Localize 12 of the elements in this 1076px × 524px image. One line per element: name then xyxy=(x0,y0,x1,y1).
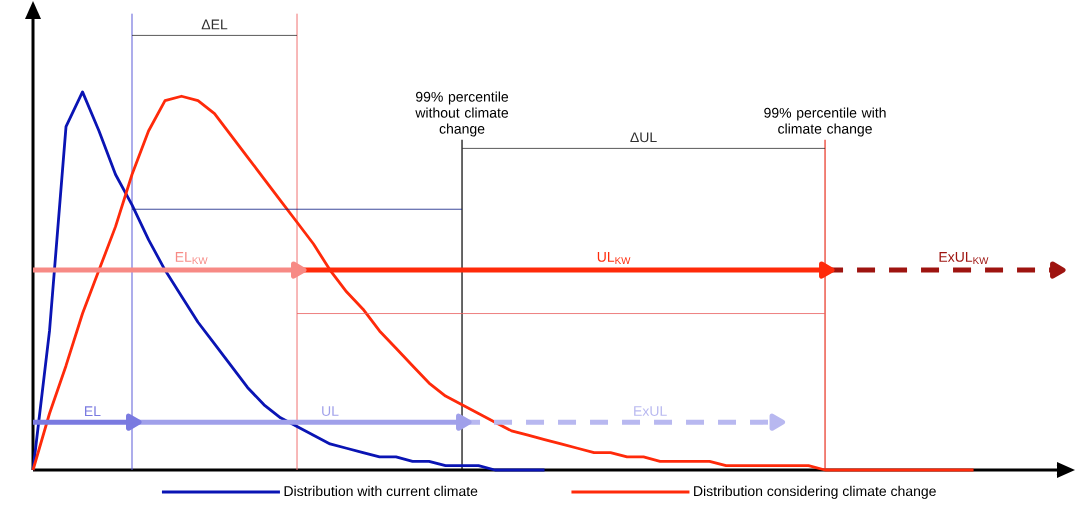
annotation: 99% percentile without climate change xyxy=(415,91,509,137)
series-label: ExUL xyxy=(634,406,667,416)
series-label: ΔUL xyxy=(630,132,657,143)
annotation: 99% percentile with climate change xyxy=(764,107,886,137)
series-label: EL xyxy=(85,406,101,416)
series-label: ΔEL xyxy=(201,19,228,30)
series-label: UL$_{KW}$ xyxy=(597,252,631,264)
series-label: UL xyxy=(322,406,339,416)
series-label: Distribution considering climate change xyxy=(694,485,936,499)
series-label: ExUL$_{KW}$ xyxy=(939,252,989,264)
series-label: Distribution with current climate xyxy=(284,485,478,497)
series-label: EL$_{KW}$ xyxy=(175,252,208,264)
